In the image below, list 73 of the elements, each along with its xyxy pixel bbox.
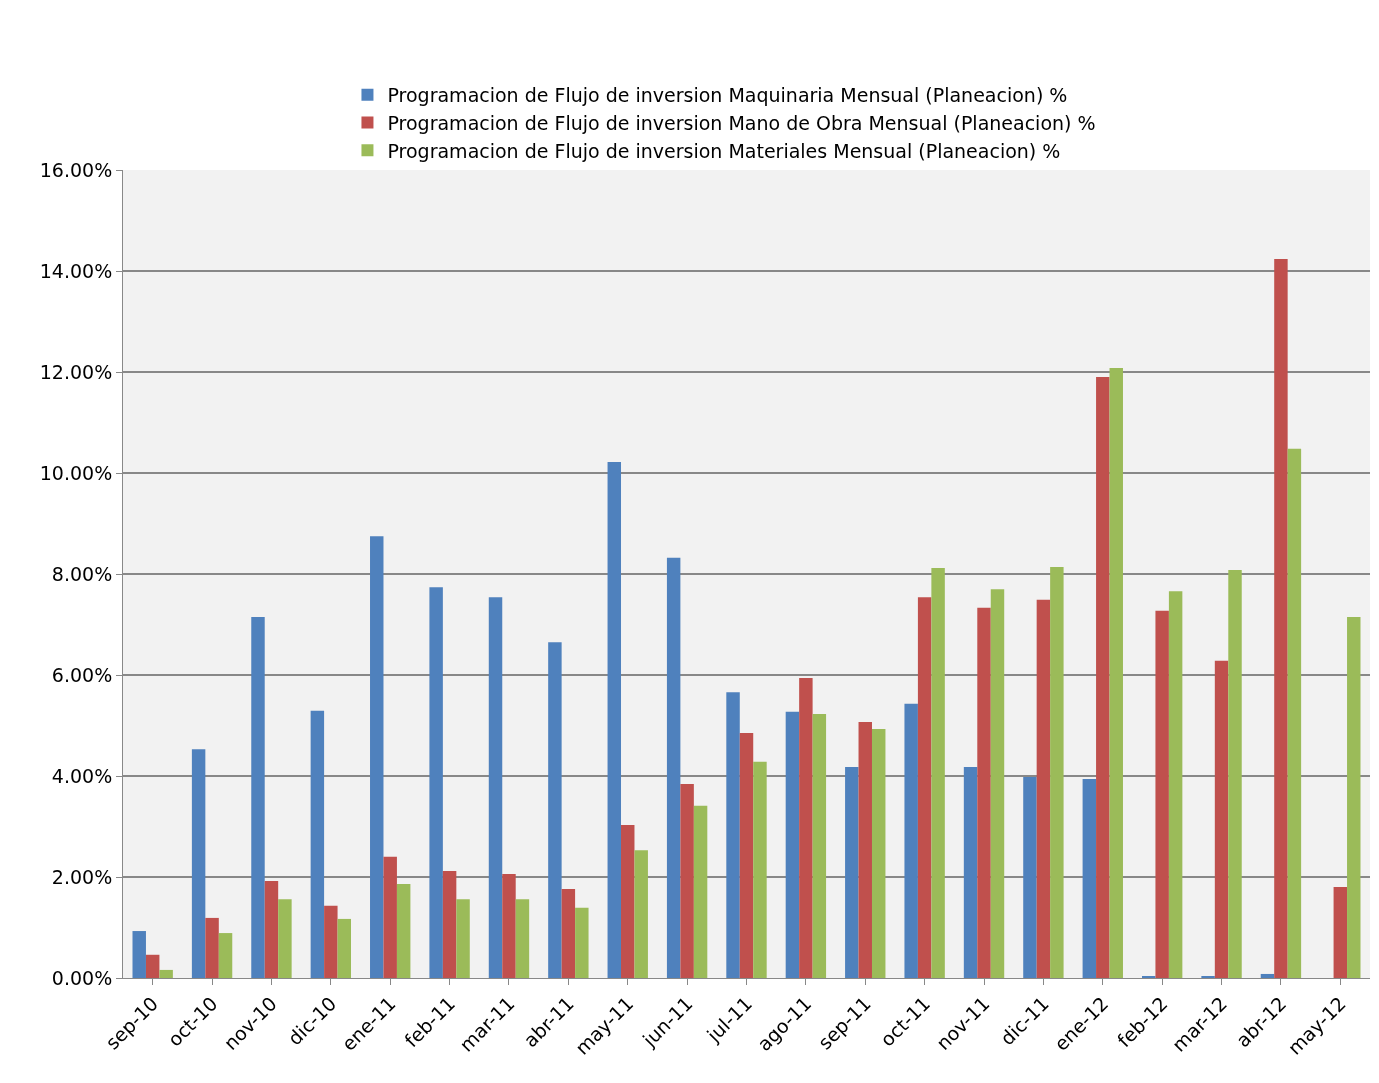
bar bbox=[548, 642, 562, 978]
bar bbox=[680, 784, 694, 978]
bar bbox=[1109, 367, 1123, 978]
bar bbox=[145, 954, 160, 978]
bar bbox=[1096, 377, 1110, 978]
bar bbox=[324, 905, 338, 978]
bar bbox=[607, 461, 622, 978]
bar bbox=[488, 597, 503, 978]
bar bbox=[990, 589, 1005, 978]
bar bbox=[904, 703, 918, 978]
y-tick-label: 8.00% bbox=[51, 562, 113, 585]
bar bbox=[1082, 779, 1097, 978]
y-tick-label: 4.00% bbox=[51, 764, 113, 787]
bar bbox=[1050, 566, 1064, 978]
bar bbox=[561, 889, 576, 978]
bar bbox=[1347, 616, 1361, 978]
bar bbox=[726, 692, 740, 978]
bar bbox=[621, 824, 635, 978]
bar bbox=[310, 710, 325, 978]
y-tick-label: 0.00% bbox=[51, 966, 113, 989]
bar bbox=[1228, 569, 1242, 978]
bar bbox=[753, 761, 767, 978]
bar bbox=[812, 713, 827, 978]
bar bbox=[515, 899, 530, 978]
bar bbox=[456, 899, 470, 978]
bar bbox=[383, 856, 397, 978]
bar bbox=[693, 805, 708, 978]
bar bbox=[666, 557, 681, 978]
bar bbox=[845, 766, 859, 978]
bar bbox=[218, 933, 233, 978]
bar bbox=[191, 749, 206, 978]
bar bbox=[502, 873, 516, 978]
y-tick-label: 6.00% bbox=[51, 663, 113, 686]
bar bbox=[739, 733, 754, 978]
bar bbox=[1023, 777, 1037, 978]
bar bbox=[159, 969, 173, 978]
bar bbox=[1201, 975, 1215, 978]
bar bbox=[396, 884, 411, 978]
bar bbox=[1260, 973, 1275, 978]
bar bbox=[1287, 448, 1302, 978]
bar bbox=[871, 729, 886, 978]
bar bbox=[575, 907, 589, 978]
bar bbox=[931, 567, 945, 978]
bar bbox=[785, 711, 800, 978]
y-tick-label: 16.00% bbox=[39, 158, 113, 181]
bar bbox=[429, 587, 443, 978]
y-tick-label: 10.00% bbox=[39, 461, 113, 484]
bar bbox=[1274, 258, 1288, 978]
bar bbox=[917, 597, 932, 978]
bar bbox=[205, 917, 219, 978]
bar bbox=[1155, 610, 1169, 978]
bar bbox=[1036, 599, 1051, 978]
bar bbox=[132, 931, 146, 978]
legend-label: Programacion de Flujo de inversion Materiales Mensual (Planeacion) % bbox=[387, 139, 1061, 162]
y-tick-label: 12.00% bbox=[39, 360, 113, 383]
bar bbox=[858, 721, 872, 978]
bar bbox=[977, 607, 991, 978]
bar bbox=[370, 536, 384, 978]
legend-label: Programacion de Flujo de inversion Maquinaria Mensual (Planeacion) % bbox=[387, 84, 1068, 107]
bar bbox=[337, 918, 352, 978]
bar bbox=[264, 881, 279, 978]
bar bbox=[963, 766, 978, 978]
bar bbox=[1214, 660, 1229, 978]
bar bbox=[251, 616, 265, 978]
bar bbox=[799, 678, 813, 978]
bar bbox=[1333, 887, 1348, 978]
legend-label: Programacion de Flujo de inversion Mano de Obra Mensual (Planeacion) % bbox=[387, 111, 1096, 134]
bar bbox=[278, 899, 292, 978]
bar bbox=[1168, 591, 1183, 978]
y-tick-label: 14.00% bbox=[39, 259, 113, 282]
bar bbox=[634, 850, 648, 978]
bar bbox=[442, 870, 457, 978]
y-tick-label: 2.00% bbox=[51, 865, 113, 888]
